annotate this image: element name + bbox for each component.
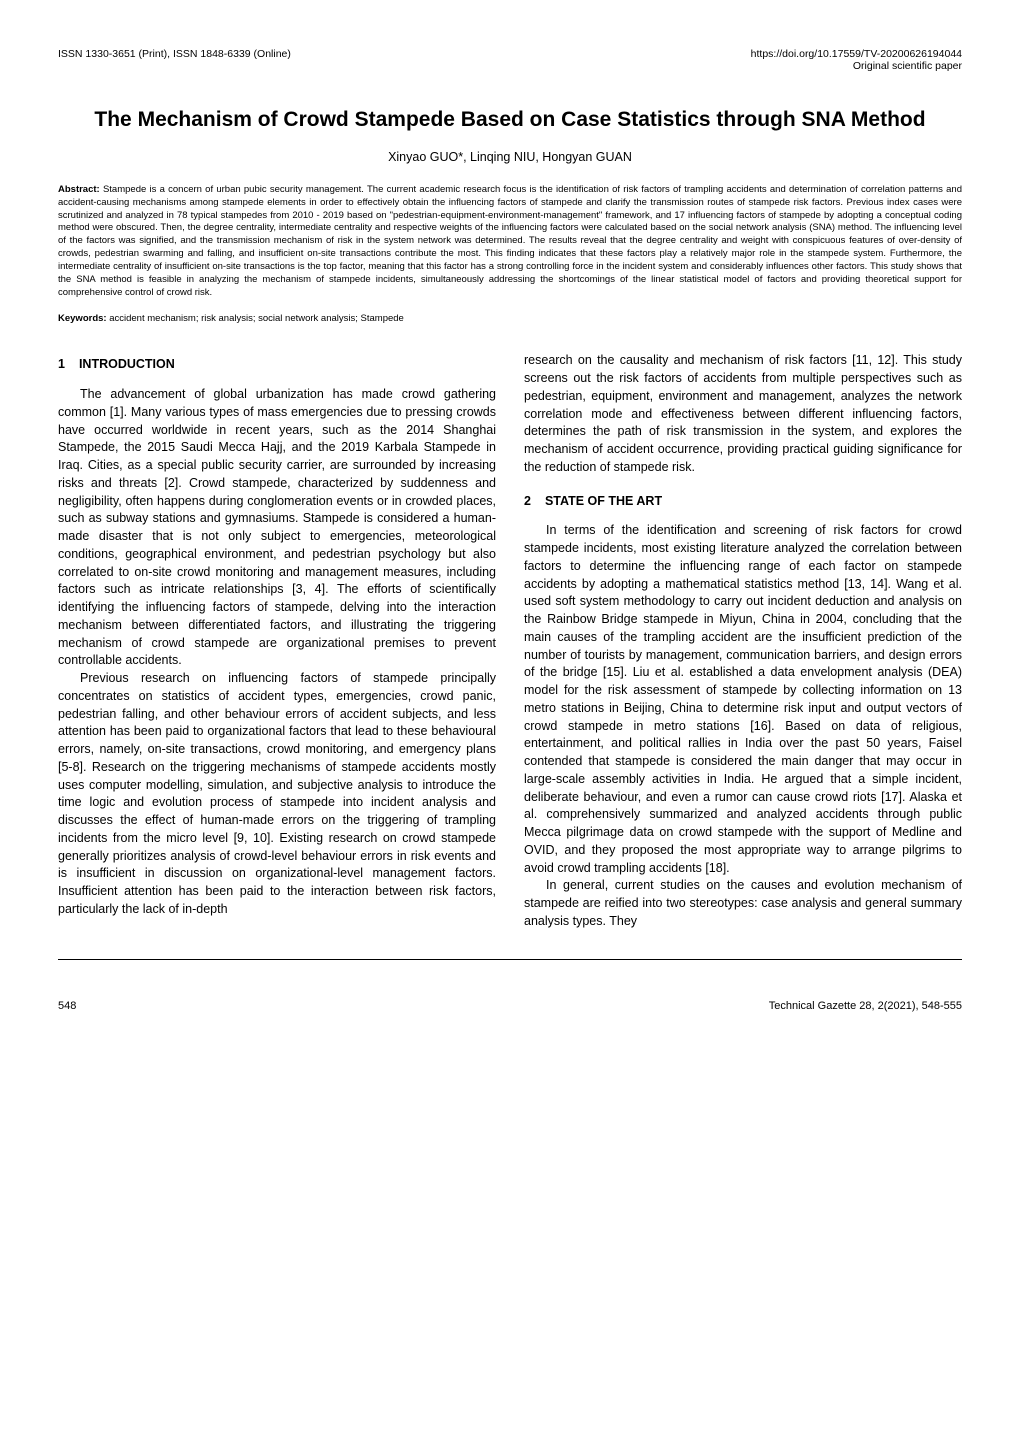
paper-title: The Mechanism of Crowd Stampede Based on… [58, 108, 962, 132]
s1-p3: research on the causality and mechanism … [524, 352, 962, 476]
s1-p1: The advancement of global urbanization h… [58, 386, 496, 670]
keywords-text: accident mechanism; risk analysis; socia… [109, 313, 404, 324]
s1-p2: Previous research on influencing factors… [58, 670, 496, 919]
s2-p1: In terms of the identification and scree… [524, 522, 962, 877]
keywords-label: Keywords: [58, 313, 107, 324]
body-columns: 1 INTRODUCTION The advancement of global … [58, 352, 962, 930]
header-doi: https://doi.org/10.17559/TV-202006261940… [751, 48, 962, 60]
footer-journal-info: Technical Gazette 28, 2(2021), 548-555 [769, 1000, 962, 1012]
header-left-issn: ISSN 1330-3651 (Print), ISSN 1848-6339 (… [58, 48, 291, 72]
footer-rule [58, 959, 962, 960]
footer-page-number: 548 [58, 1000, 76, 1012]
keywords: Keywords: accident mechanism; risk analy… [58, 313, 962, 324]
header-paper-type: Original scientific paper [751, 60, 962, 72]
page-header: ISSN 1330-3651 (Print), ISSN 1848-6339 (… [58, 48, 962, 72]
section-2-num: 2 [524, 493, 531, 511]
section-1-num: 1 [58, 356, 65, 374]
abstract-label: Abstract: [58, 184, 100, 195]
header-right: https://doi.org/10.17559/TV-202006261940… [751, 48, 962, 72]
section-2-heading: 2 STATE OF THE ART [524, 493, 962, 511]
s2-p2: In general, current studies on the cause… [524, 877, 962, 930]
abstract: Abstract: Stampede is a concern of urban… [58, 184, 962, 299]
section-1-title: INTRODUCTION [79, 357, 175, 371]
section-1-heading: 1 INTRODUCTION [58, 356, 496, 374]
page: ISSN 1330-3651 (Print), ISSN 1848-6339 (… [0, 0, 1020, 1042]
page-footer: 548 Technical Gazette 28, 2(2021), 548-5… [58, 994, 962, 1012]
right-column: research on the causality and mechanism … [524, 352, 962, 930]
abstract-text: Stampede is a concern of urban pubic sec… [58, 184, 962, 298]
section-2-title: STATE OF THE ART [545, 494, 662, 508]
left-column: 1 INTRODUCTION The advancement of global … [58, 352, 496, 930]
authors: Xinyao GUO*, Linqing NIU, Hongyan GUAN [58, 150, 962, 164]
